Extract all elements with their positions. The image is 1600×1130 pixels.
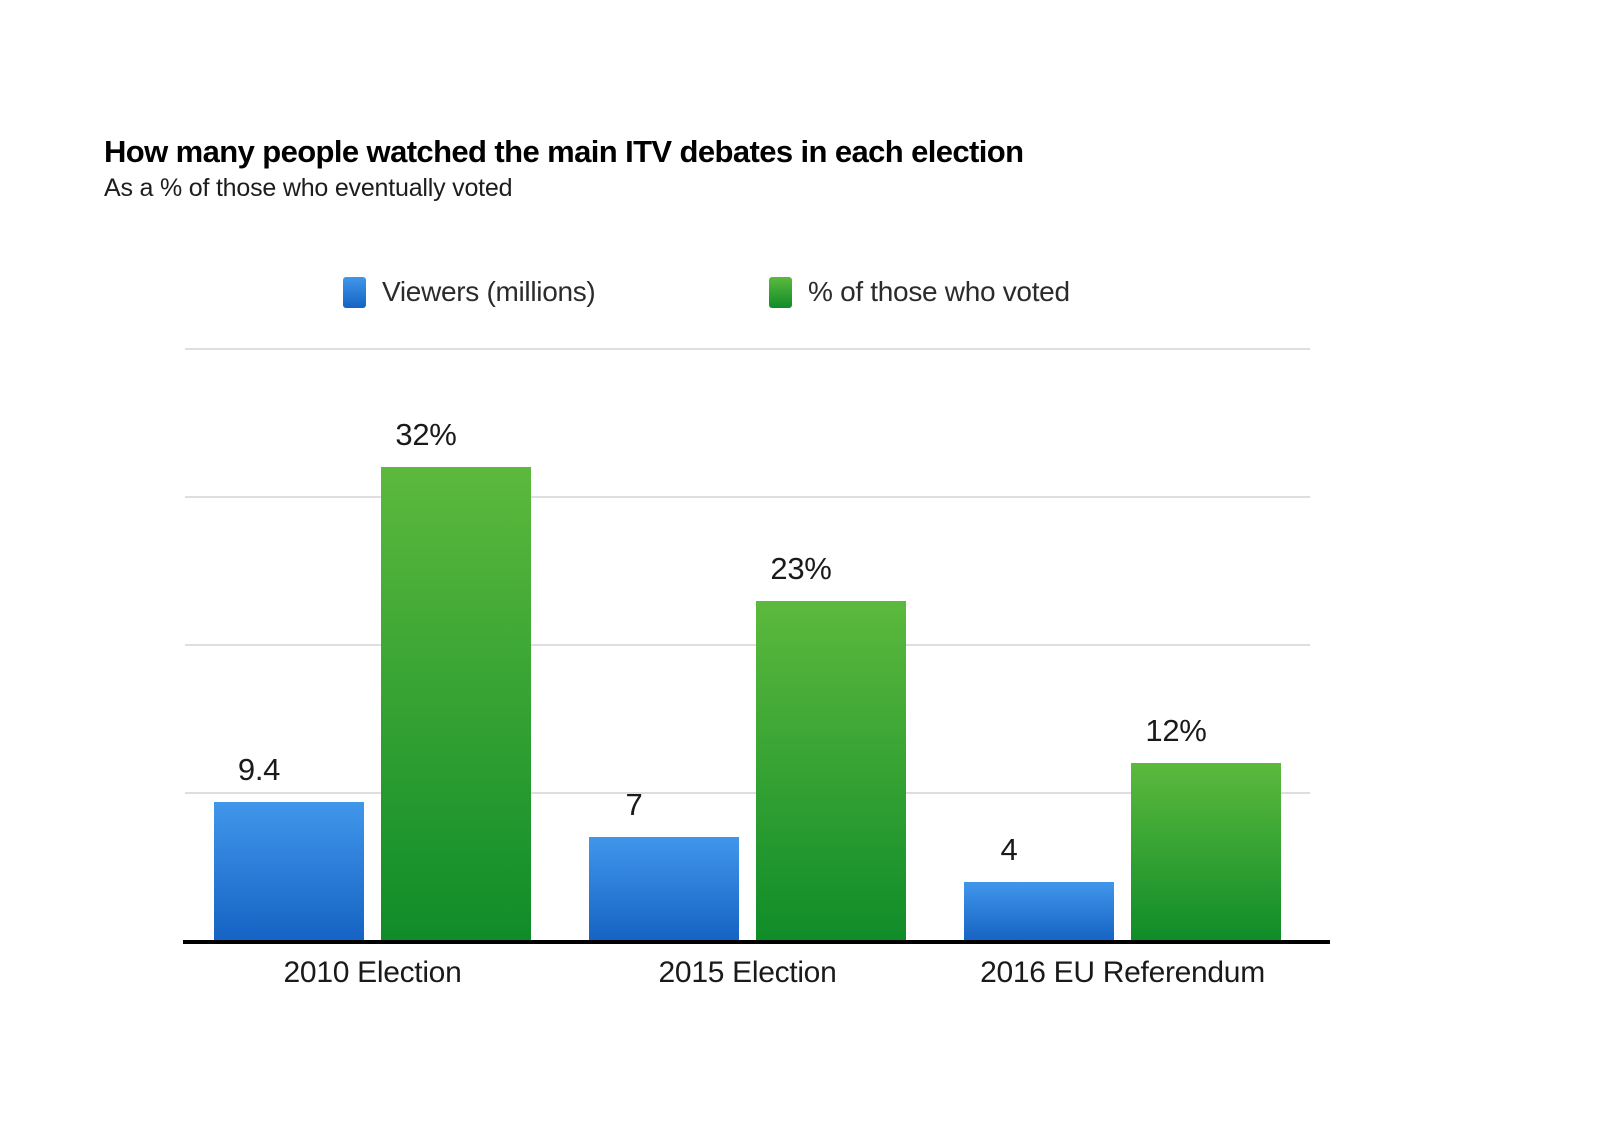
bar-percent-voted-1: 32%: [381, 417, 531, 941]
bar-percent-voted-3: 12%: [1131, 713, 1281, 941]
bar-group-2: 7 23%: [560, 349, 935, 941]
value-label: 7: [625, 787, 643, 823]
category-label-2: 2015 Election: [658, 956, 837, 989]
category-label-3: 2016 EU Referendum: [980, 956, 1265, 989]
legend: Viewers (millions) % of those who voted: [0, 276, 1600, 316]
gridline-30: [185, 496, 1310, 498]
legend-label-percent-voted: % of those who voted: [808, 276, 1070, 307]
legend-label-viewers: Viewers (millions): [382, 276, 596, 307]
gridline-20: [185, 644, 1310, 646]
x-axis-labels: 2010 Election 2015 Election 2016 EU Refere…: [185, 956, 1310, 990]
legend-item-percent-voted: % of those who voted: [769, 276, 1070, 308]
legend-swatch-viewers: [343, 276, 366, 308]
bar-percent-voted-2: 23%: [756, 551, 906, 941]
category-label-1: 2010 Election: [283, 956, 462, 989]
value-label: 9.4: [237, 751, 281, 787]
gridline-10: [185, 792, 1310, 794]
value-label: 4: [1000, 831, 1018, 867]
bar-group-3: 4 12%: [935, 349, 1310, 941]
bars-container: 9.4 32% 7 23% 4 12%: [185, 349, 1310, 941]
value-label: 12%: [1145, 713, 1207, 749]
bar-viewers-1: 9.4: [214, 752, 364, 941]
page-title: How many people watched the main ITV deb…: [104, 134, 1024, 169]
legend-swatch-percent-voted: [769, 276, 792, 308]
chart-header: How many people watched the main ITV deb…: [104, 134, 1024, 203]
bar-group-1: 9.4 32%: [185, 349, 560, 941]
x-axis-line: [183, 940, 1330, 944]
page-subtitle: As a % of those who eventually voted: [104, 174, 513, 202]
gridline-40: [185, 348, 1310, 350]
plot-area: 9.4 32% 7 23% 4 12%: [185, 348, 1310, 941]
value-label: 32%: [395, 417, 457, 453]
bar-viewers-2: 7: [589, 787, 739, 941]
legend-item-viewers: Viewers (millions): [343, 276, 596, 308]
value-label: 23%: [770, 550, 832, 586]
bar-viewers-3: 4: [964, 832, 1114, 941]
